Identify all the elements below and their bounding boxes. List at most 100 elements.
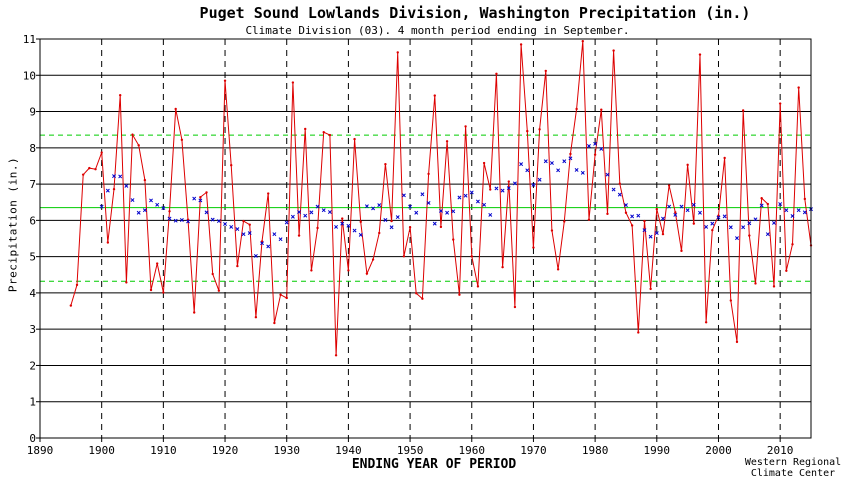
data-point-x (290, 214, 295, 219)
data-point-x (395, 215, 400, 220)
data-point (100, 151, 103, 154)
data-point (254, 316, 258, 319)
chart-title: Puget Sound Lowlands Division, Washingto… (199, 4, 751, 22)
data-point-x (636, 213, 641, 218)
data-point-x (198, 198, 203, 203)
data-point (353, 137, 356, 141)
data-point (291, 81, 295, 84)
data-point-x (334, 224, 339, 229)
data-point (347, 269, 350, 272)
x-tick-label: 1940 (335, 444, 362, 457)
data-point-x (432, 221, 437, 226)
data-point-x (722, 214, 727, 219)
data-point-x (327, 210, 332, 214)
series-line (70, 41, 812, 356)
data-point-x (204, 210, 209, 215)
data-point-x (759, 203, 764, 208)
data-point (519, 43, 523, 46)
data-point-x (401, 193, 406, 198)
x-tick-label: 1960 (459, 444, 486, 457)
data-point (766, 202, 770, 206)
data-point-x (130, 198, 135, 203)
data-point-x (451, 209, 456, 214)
data-point (778, 102, 782, 105)
data-point-x (377, 203, 382, 208)
y-tick-label: 1 (29, 396, 36, 409)
data-point-x (186, 219, 190, 224)
data-point (217, 289, 221, 292)
x-axis-label: ENDING YEAR OF PERIOD (351, 457, 517, 472)
data-point (618, 182, 621, 185)
data-point-x (704, 224, 709, 229)
data-point-x (315, 204, 320, 209)
data-point-x (685, 208, 690, 213)
plot-frame (39, 38, 812, 439)
data-point (396, 51, 399, 54)
data-point (643, 219, 646, 223)
data-point-x (802, 210, 807, 215)
series-average (99, 141, 813, 258)
data-point (415, 292, 418, 295)
data-point-x (624, 203, 628, 208)
data-point (402, 255, 406, 258)
data-point-x (321, 208, 326, 213)
data-point (341, 217, 344, 220)
data-point-x (414, 210, 419, 215)
data-point (803, 197, 807, 201)
data-point-x (364, 204, 369, 209)
data-point-x (506, 186, 511, 191)
data-point-x (216, 219, 221, 224)
data-point (316, 226, 319, 230)
data-point (427, 172, 430, 176)
data-point-x (778, 202, 783, 206)
data-point-x (457, 195, 462, 200)
data-point-x (223, 222, 227, 226)
data-point-x (735, 236, 739, 241)
data-point-x (796, 208, 801, 213)
data-point (772, 285, 776, 288)
data-point-x (118, 174, 123, 179)
data-point (112, 187, 116, 191)
data-point (421, 297, 424, 300)
data-point-x (716, 215, 721, 220)
data-point-x (772, 220, 776, 225)
data-point (118, 94, 122, 97)
data-point (452, 238, 455, 241)
data-point (630, 224, 634, 227)
x-tick-label: 1950 (397, 444, 424, 457)
data-point-x (512, 181, 517, 186)
data-point (458, 293, 461, 296)
data-point-x (648, 234, 653, 239)
data-point-x (753, 217, 758, 222)
data-point (538, 128, 541, 131)
data-point (507, 180, 510, 183)
data-point (735, 340, 739, 344)
data-point (482, 161, 486, 165)
data-point (328, 133, 332, 137)
y-tick-label: 7 (29, 178, 36, 191)
data-point-x (247, 231, 252, 236)
x-tick-label: 1930 (273, 444, 300, 457)
data-point (384, 162, 387, 166)
data-point-x (630, 214, 635, 219)
data-point-x (574, 167, 579, 172)
data-point (199, 195, 202, 199)
data-point (149, 288, 153, 292)
y-tick-label: 3 (29, 323, 36, 336)
data-point-x (210, 217, 215, 222)
data-point-x (346, 223, 351, 228)
y-tick-label: 5 (29, 251, 36, 264)
data-point (137, 144, 140, 147)
data-point (439, 225, 443, 229)
data-point-x (167, 216, 172, 221)
data-point-x (500, 188, 505, 193)
data-point-x (605, 172, 610, 177)
data-point-x (272, 232, 277, 237)
data-point (704, 321, 708, 324)
data-point-x (580, 170, 585, 175)
data-point (797, 86, 800, 89)
reference-lines (40, 134, 811, 282)
data-point (692, 222, 696, 225)
data-point (75, 283, 79, 287)
data-point (556, 268, 560, 271)
